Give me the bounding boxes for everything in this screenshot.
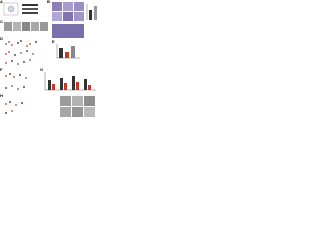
figure: A B C D E (0, 0, 97, 117)
microscopy-grid (52, 2, 84, 38)
bar-chart (56, 44, 80, 59)
panel-label: C (0, 19, 3, 24)
small-bar-chart (86, 4, 97, 20)
dot-plots (5, 101, 23, 114)
dot-plots (5, 40, 37, 65)
panel-label: E (52, 39, 55, 44)
western-blot (22, 4, 38, 14)
microscopy-grid (60, 96, 95, 117)
schematic (3, 2, 19, 16)
panel-label: A (0, 0, 3, 4)
panel-label: D (0, 36, 3, 41)
panel-label: B (47, 0, 50, 4)
dot-plots (5, 73, 27, 90)
panel-label: F (0, 67, 3, 72)
panel-label: H (0, 93, 3, 98)
bar-chart (44, 72, 96, 91)
panel-label: G (40, 67, 43, 72)
image-grid (4, 22, 48, 31)
